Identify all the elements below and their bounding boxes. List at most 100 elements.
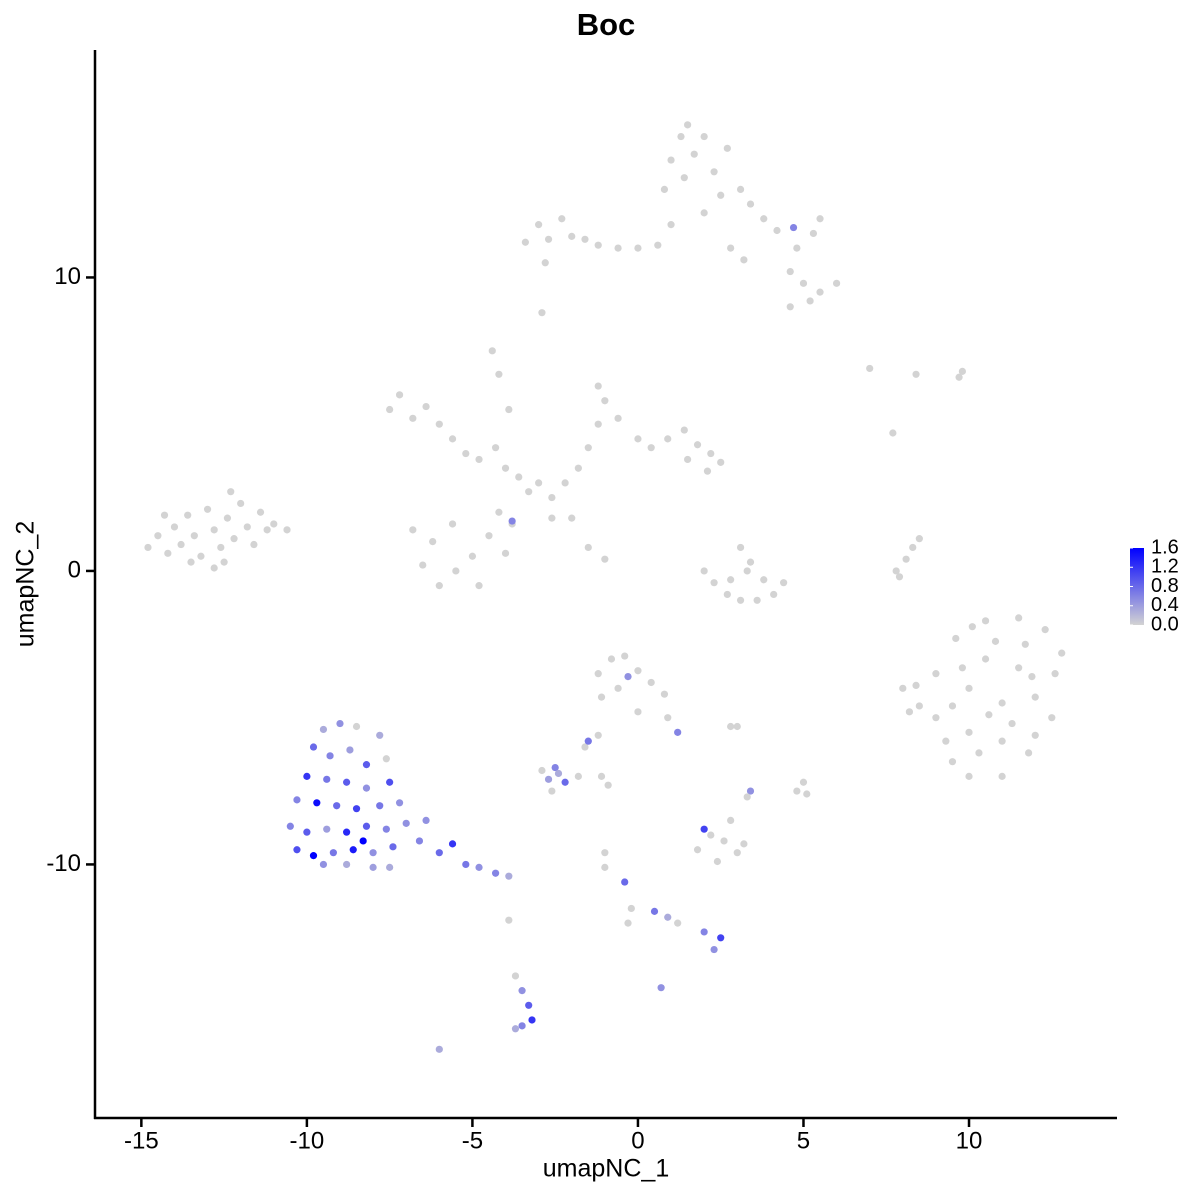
point — [333, 802, 341, 810]
point — [422, 816, 430, 825]
point — [624, 672, 632, 681]
point — [210, 526, 218, 534]
point — [448, 840, 457, 848]
point — [544, 235, 553, 243]
point — [981, 655, 990, 663]
point — [286, 822, 294, 830]
colorbar-tick-label: 0.4 — [1151, 594, 1179, 616]
point — [667, 156, 675, 164]
point — [511, 1025, 520, 1033]
point — [1025, 749, 1033, 757]
point — [650, 907, 659, 915]
point — [968, 623, 976, 631]
point — [535, 479, 543, 487]
point — [793, 244, 801, 252]
point — [713, 857, 722, 866]
point — [770, 590, 778, 599]
point — [684, 121, 692, 129]
point — [743, 793, 751, 801]
point — [309, 743, 318, 751]
point — [1031, 693, 1039, 701]
point — [789, 223, 798, 232]
point — [544, 775, 553, 783]
point — [376, 802, 384, 810]
point — [574, 464, 582, 472]
point — [177, 540, 185, 549]
point — [293, 846, 301, 854]
point — [521, 238, 529, 246]
point — [634, 435, 642, 443]
point — [336, 719, 344, 728]
point — [799, 778, 808, 786]
point — [981, 617, 990, 625]
point — [743, 567, 751, 575]
point — [594, 731, 602, 739]
point — [1048, 714, 1056, 722]
point — [965, 772, 973, 780]
point — [501, 464, 510, 472]
point — [621, 878, 629, 886]
x-tick-label: -5 — [462, 1127, 483, 1154]
point — [518, 1022, 526, 1030]
point — [250, 540, 258, 549]
point — [710, 945, 718, 954]
point — [283, 526, 291, 534]
point — [684, 455, 692, 464]
point — [197, 552, 205, 560]
point — [700, 209, 708, 217]
point — [760, 576, 768, 584]
point — [584, 444, 592, 452]
point — [160, 511, 169, 519]
point — [736, 543, 745, 552]
point — [326, 752, 334, 760]
x-axis-label: umapNC_1 — [543, 1155, 669, 1183]
point — [760, 215, 768, 223]
point — [793, 787, 801, 795]
point — [717, 191, 725, 199]
point — [154, 532, 162, 540]
point — [548, 514, 556, 522]
point — [528, 1016, 536, 1024]
point — [657, 984, 665, 992]
point — [1015, 614, 1023, 622]
point — [604, 781, 612, 789]
point — [349, 846, 357, 854]
point — [452, 567, 460, 575]
point — [889, 429, 897, 437]
point — [660, 185, 669, 194]
point — [707, 831, 715, 839]
point — [352, 805, 361, 813]
point — [780, 579, 788, 587]
point — [674, 919, 682, 927]
point — [495, 370, 503, 378]
point — [220, 558, 228, 566]
point — [816, 288, 824, 296]
point — [468, 552, 477, 560]
point — [985, 711, 993, 719]
point — [389, 843, 397, 851]
point — [597, 693, 606, 701]
point — [723, 144, 731, 152]
point — [912, 370, 920, 378]
point — [256, 508, 265, 516]
point — [912, 681, 920, 689]
point — [505, 916, 513, 924]
point — [932, 670, 940, 678]
point — [627, 904, 635, 913]
point — [723, 590, 731, 599]
point — [362, 761, 371, 769]
point — [727, 816, 735, 825]
point — [710, 579, 718, 587]
point — [1051, 670, 1059, 678]
point — [475, 582, 483, 590]
point — [515, 473, 523, 481]
point — [303, 828, 311, 836]
point — [614, 684, 622, 692]
point — [700, 928, 708, 936]
point — [746, 558, 755, 566]
x-tick-label: -10 — [290, 1127, 325, 1154]
point — [429, 537, 437, 546]
point — [362, 784, 371, 792]
point — [538, 309, 546, 317]
